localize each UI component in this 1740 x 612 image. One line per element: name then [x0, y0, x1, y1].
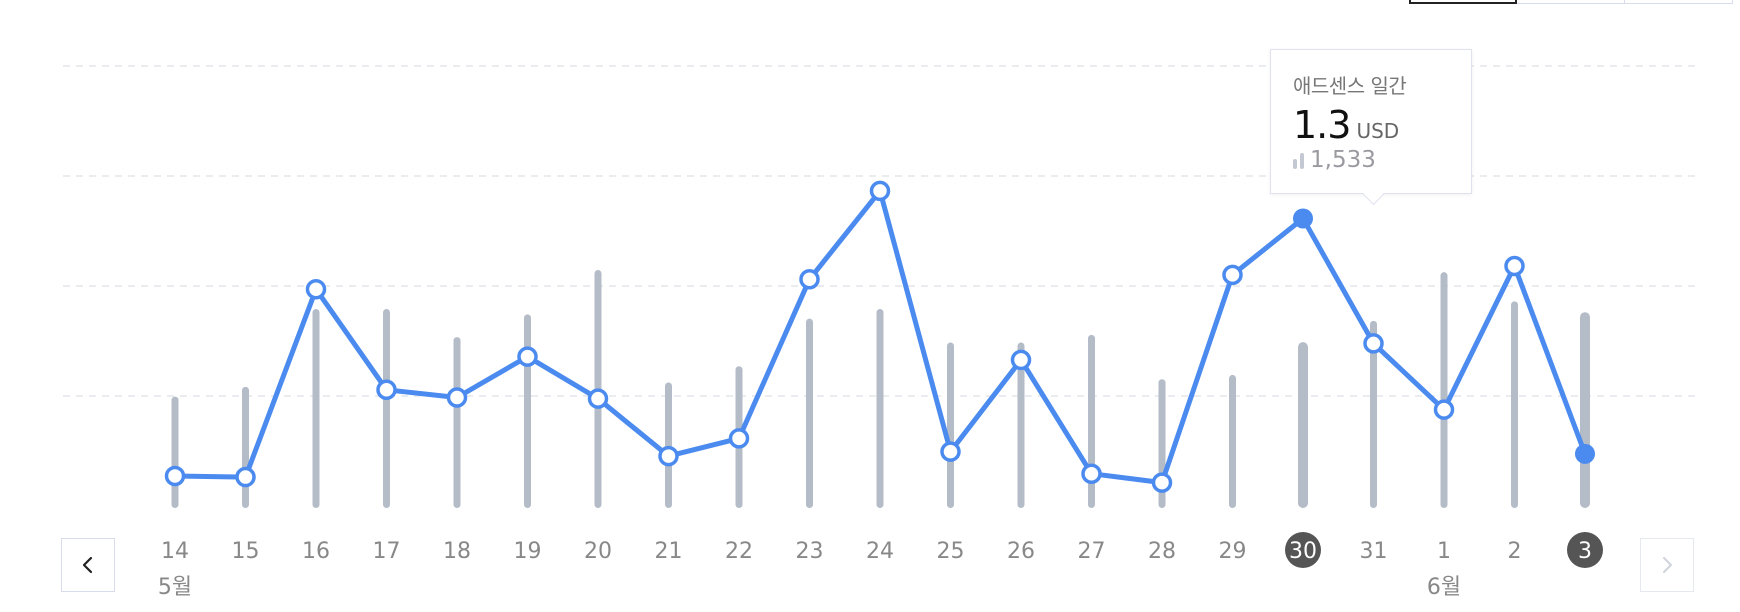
line-point[interactable]: [658, 445, 679, 467]
line-point[interactable]: [1293, 208, 1313, 229]
x-tick-label[interactable]: 28: [1148, 539, 1176, 564]
bar[interactable]: [1580, 312, 1590, 508]
line-point[interactable]: [164, 465, 186, 487]
x-tick-label[interactable]: 15: [232, 539, 260, 564]
tooltip-title: 애드센스 일간: [1293, 74, 1407, 98]
month-labels: 5월 6월: [158, 575, 1461, 600]
selected-date-badge: [1285, 532, 1321, 568]
selected-date-badge: [1567, 532, 1603, 568]
x-tick-label[interactable]: 23: [796, 539, 824, 564]
period-tab-weekly[interactable]: [1517, 0, 1625, 4]
tooltip-sub-value: 1,533: [1310, 147, 1376, 173]
x-tick-label[interactable]: 26: [1007, 539, 1035, 564]
x-tick-label[interactable]: 31: [1360, 539, 1388, 564]
bar[interactable]: [171, 396, 179, 508]
chevron-left-icon: [82, 556, 93, 574]
line-point[interactable]: [587, 388, 609, 409]
bar[interactable]: [453, 337, 461, 508]
line-point[interactable]: [1575, 443, 1595, 464]
bar[interactable]: [383, 308, 390, 508]
x-tick-label[interactable]: 29: [1219, 539, 1247, 564]
x-tick-label[interactable]: 27: [1078, 539, 1106, 564]
x-tick-label[interactable]: 30: [1289, 539, 1317, 564]
line-point[interactable]: [235, 466, 256, 488]
x-tick-label[interactable]: 1: [1437, 539, 1451, 564]
bar[interactable]: [1298, 342, 1308, 508]
x-tick-label[interactable]: 19: [514, 539, 542, 564]
line-point[interactable]: [1010, 349, 1032, 371]
period-tab-daily[interactable]: [1409, 0, 1517, 4]
line-points: [164, 180, 1595, 493]
bar[interactable]: [1229, 374, 1236, 508]
x-tick-label[interactable]: 22: [725, 539, 753, 564]
line-point[interactable]: [1363, 333, 1384, 354]
x-tick-label[interactable]: 16: [302, 539, 330, 564]
month-label: 5월: [158, 575, 192, 600]
bar[interactable]: [806, 318, 813, 508]
x-tick-label[interactable]: 24: [866, 539, 894, 564]
bar[interactable]: [947, 342, 954, 508]
tooltip-value: 1.3: [1293, 103, 1351, 147]
line-point[interactable]: [517, 346, 538, 367]
line-point[interactable]: [799, 269, 820, 290]
period-tab-monthly[interactable]: [1625, 0, 1733, 4]
x-tick-label[interactable]: 3: [1578, 539, 1592, 564]
prev-period-button[interactable]: [61, 538, 115, 592]
month-label: 6월: [1427, 575, 1461, 600]
x-tick-label[interactable]: 18: [443, 539, 471, 564]
line-point[interactable]: [1433, 399, 1455, 420]
line-point[interactable]: [1151, 472, 1173, 493]
line-point[interactable]: [305, 278, 327, 300]
x-axis-ticks: 14 15 16 17 18 19 20 21 22 23 24 25 26 27 28 29 30 31 1 2 3: [161, 532, 1603, 568]
chevron-right-icon: [1663, 557, 1672, 573]
bar[interactable]: [1017, 342, 1025, 508]
bar[interactable]: [1440, 272, 1448, 508]
bar[interactable]: [242, 386, 249, 508]
x-tick-label[interactable]: 20: [584, 539, 612, 564]
x-tick-label[interactable]: 14: [161, 539, 189, 564]
x-tick-label[interactable]: 2: [1508, 539, 1522, 564]
bar[interactable]: [312, 308, 320, 508]
bar[interactable]: [1370, 320, 1377, 508]
bar[interactable]: [1511, 301, 1518, 508]
line-point[interactable]: [869, 180, 891, 202]
line-point[interactable]: [1081, 463, 1102, 484]
line-point[interactable]: [1504, 255, 1525, 277]
bar-chart-icon: [1293, 151, 1304, 169]
x-tick-label[interactable]: 17: [373, 539, 401, 564]
bar[interactable]: [524, 314, 531, 508]
next-period-button[interactable]: [1640, 538, 1694, 592]
line-point[interactable]: [1222, 264, 1243, 286]
line-point[interactable]: [940, 441, 961, 462]
period-tabs: [1409, 0, 1733, 4]
bar[interactable]: [665, 382, 672, 508]
bar[interactable]: [876, 308, 884, 508]
x-tick-label[interactable]: 21: [655, 539, 683, 564]
line-point[interactable]: [376, 379, 397, 401]
line-point[interactable]: [728, 428, 750, 449]
x-tick-label[interactable]: 25: [937, 539, 965, 564]
data-tooltip: 애드센스 일간 1.3 USD 1,533: [1270, 49, 1472, 194]
tooltip-unit: USD: [1356, 119, 1400, 143]
line-point[interactable]: [446, 387, 468, 408]
